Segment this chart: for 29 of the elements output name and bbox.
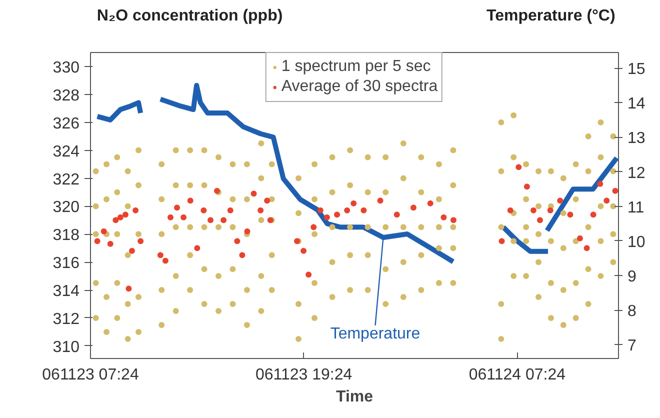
y2-tick-label: 8: [628, 303, 636, 320]
legend-label: Average of 30 spectra: [281, 78, 438, 96]
y-tick-label: 328: [52, 87, 80, 104]
y-tick-label: 312: [52, 310, 80, 328]
y-tick-label: 330: [52, 59, 80, 76]
y2-tick-label: 13: [628, 130, 646, 148]
x-tick-label: 061124 07:24: [468, 366, 566, 384]
y-axis-title: N₂O concentration (ppb): [96, 8, 283, 24]
x-axis-title: Time: [336, 388, 374, 406]
y-tick-label: 326: [52, 115, 80, 132]
y-tick-label: 314: [52, 283, 80, 300]
y-tick-label: 318: [52, 227, 80, 244]
y2-tick-label: 10: [628, 234, 646, 251]
text: Temperature: [330, 325, 420, 342]
y2-axis-title: Temperature (°C): [486, 8, 616, 24]
y-tick-label: 310: [52, 338, 80, 356]
y2-tick-label: 9: [628, 268, 636, 286]
y-tick-label: 324: [52, 143, 80, 160]
y2-tick-label: 14: [628, 96, 646, 113]
y-tick-label: 322: [52, 171, 80, 188]
y2-tick-label: 7: [628, 338, 636, 355]
x-tick-label: 061123 07:24: [42, 366, 139, 384]
y2-tick-label: 15: [628, 61, 646, 78]
y2-tick-label: 12: [628, 164, 646, 182]
y-tick-label: 316: [52, 255, 80, 272]
legend-label: 1 spectrum per 5 sec: [281, 58, 431, 76]
x-tick-label: 061123 19:24: [255, 366, 352, 384]
y-tick-label: 320: [52, 199, 80, 216]
y2-tick-label: 11: [628, 199, 644, 216]
